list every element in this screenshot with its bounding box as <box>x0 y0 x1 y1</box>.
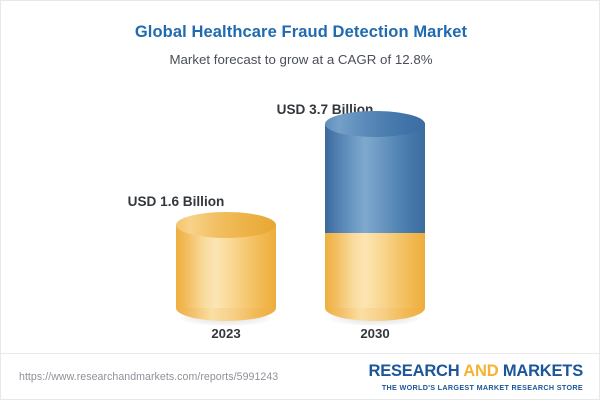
brand-logo[interactable]: RESEARCH AND MARKETS THE WORLD'S LARGEST… <box>368 363 583 391</box>
cylinder-body-gold <box>176 225 276 308</box>
chart-plot-area: USD 1.6 Billion USD 3.7 Billion <box>1 1 599 353</box>
bar-value-label-2023: USD 1.6 Billion <box>127 194 225 209</box>
cylinder-body-gold <box>325 233 425 308</box>
cylinder-body-blue <box>325 124 425 233</box>
cylinder-segment-gold-2023 <box>176 212 276 308</box>
footer: https://www.researchandmarkets.com/repor… <box>1 354 599 399</box>
cylinder-segment-gold-2030 <box>325 233 425 308</box>
footer-divider <box>1 353 599 354</box>
cylinder-top-cap-blue <box>325 111 425 137</box>
cylinder-top-cap-gold <box>176 212 276 238</box>
cylinder-segment-blue-2030 <box>325 111 425 233</box>
logo-tagline: THE WORLD'S LARGEST MARKET RESEARCH STOR… <box>381 382 583 392</box>
logo-word-and: AND <box>463 362 499 381</box>
chart-subtitle: Market forecast to grow at a CAGR of 12.… <box>169 52 433 67</box>
chart-header: Global Healthcare Fraud Detection Market… <box>1 1 599 68</box>
logo-word-research: RESEARCH <box>368 362 460 381</box>
x-axis-label-2023: 2023 <box>211 326 241 341</box>
x-axis-label-2030: 2030 <box>360 326 390 341</box>
page-title: Global Healthcare Fraud Detection Market <box>134 23 468 41</box>
logo-word-markets: MARKETS <box>502 362 583 381</box>
logo-wordmark: RESEARCH AND MARKETS <box>368 363 583 380</box>
report-url[interactable]: https://www.researchandmarkets.com/repor… <box>19 371 279 383</box>
cylinder-bar-2023[interactable] <box>176 212 276 326</box>
cylinder-bar-2030[interactable] <box>325 111 425 326</box>
